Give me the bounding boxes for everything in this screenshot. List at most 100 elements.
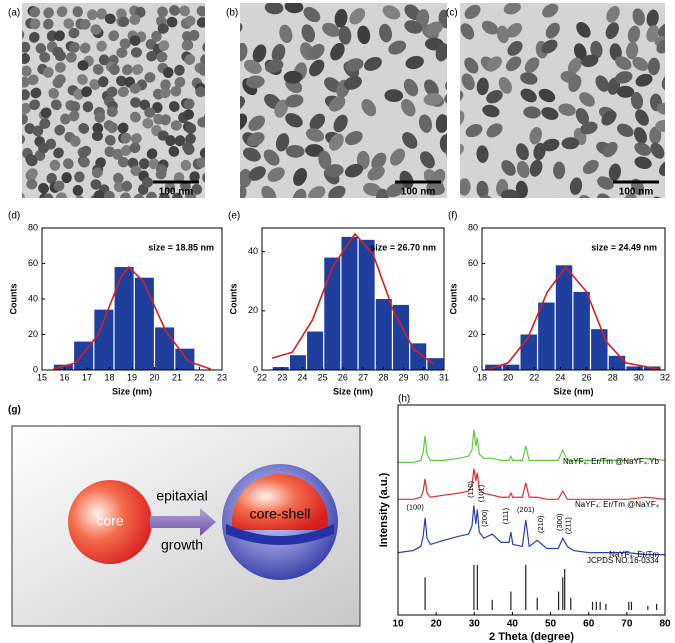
particle [166, 16, 178, 28]
particle [24, 123, 36, 135]
y-tick-label: 40 [28, 293, 38, 303]
particle [204, 6, 205, 18]
particle [42, 193, 54, 198]
particle [246, 75, 265, 89]
particle [63, 18, 75, 29]
particle [106, 106, 118, 117]
x-tick-label: 80 [659, 619, 671, 630]
particle [240, 96, 245, 112]
y-tick-label: 20 [28, 329, 38, 339]
particle [195, 86, 205, 98]
particle [401, 99, 416, 117]
particle [567, 57, 582, 74]
particle [43, 7, 54, 19]
particle [89, 79, 101, 90]
particle [609, 43, 622, 61]
particle [22, 41, 31, 53]
y-tick-label: 60 [468, 258, 478, 268]
particle [22, 113, 28, 125]
arrow-bottom-text: growth [161, 537, 203, 553]
panel-label: (c) [446, 8, 458, 19]
x-tick-label: 27 [358, 372, 368, 382]
reference-label: JCPDS NO.16-0334 [587, 556, 660, 565]
particle [151, 30, 162, 42]
particle [486, 90, 503, 104]
x-tick-label: 30 [634, 372, 644, 382]
particle [655, 119, 665, 132]
particle [120, 192, 131, 198]
particle [196, 157, 205, 168]
particle [535, 213, 548, 231]
particle [503, 3, 521, 15]
particle [94, 111, 106, 123]
particle [26, 155, 38, 167]
particle [476, 145, 489, 163]
particle [616, 85, 635, 98]
x-tick-label: 17 [82, 372, 92, 382]
particle [465, 124, 483, 138]
particle [626, 41, 639, 60]
particle [49, 159, 61, 171]
particle [35, 42, 47, 54]
particle [590, 40, 603, 59]
particle [119, 38, 131, 49]
y-tick-label: 40 [468, 293, 478, 303]
x-tick-label: 31 [439, 372, 449, 382]
particle [308, 43, 325, 60]
particle [197, 117, 205, 128]
panel-label: (d) [8, 211, 20, 222]
particle [52, 203, 67, 218]
particle [22, 134, 25, 145]
particle [90, 24, 102, 35]
particle [169, 203, 184, 218]
particle [127, 206, 138, 218]
particle [36, 206, 49, 219]
particle [460, 110, 465, 127]
particle [608, 163, 621, 182]
fit-curve [488, 265, 659, 370]
particle [93, 190, 105, 198]
particle [208, 97, 222, 111]
y-tick-label: 20 [248, 305, 258, 315]
core-shell-text: core-shell [250, 506, 311, 522]
particle [274, 99, 289, 118]
particle [104, 146, 116, 158]
particle [242, 147, 261, 162]
particle [622, 193, 637, 198]
scale-bar-text: 100 nm [619, 187, 654, 198]
particle [248, 115, 266, 131]
panel-label: (h) [398, 394, 410, 405]
particle [92, 64, 104, 75]
bar [502, 364, 520, 370]
particle [158, 40, 170, 51]
particle [179, 5, 190, 17]
particle [309, 113, 326, 131]
particle [635, 109, 649, 126]
panel-label: (g) [8, 405, 21, 416]
y-tick-label: 60 [28, 258, 38, 268]
particle [529, 127, 542, 145]
particle [293, 168, 307, 186]
arrow-top-text: epitaxial [156, 488, 207, 504]
bar [324, 257, 341, 370]
panel-label: (a) [8, 8, 20, 19]
y-tick-label: 0 [473, 364, 478, 374]
particle [240, 113, 248, 131]
particle [615, 56, 632, 70]
particle [425, 21, 443, 36]
particle [305, 128, 325, 142]
panel-label: (e) [228, 211, 240, 222]
particle [501, 160, 516, 176]
y-tick-label: 80 [468, 222, 478, 232]
peak-label: (211) [564, 517, 573, 534]
particle [108, 30, 120, 42]
tem-image [240, 3, 447, 198]
particle [70, 135, 81, 147]
bar [520, 334, 537, 370]
particle [404, 20, 423, 34]
peak-label: (210) [536, 515, 545, 533]
particle [207, 28, 222, 43]
particle [580, 121, 598, 135]
particle [646, 25, 660, 43]
particle [68, 27, 80, 39]
